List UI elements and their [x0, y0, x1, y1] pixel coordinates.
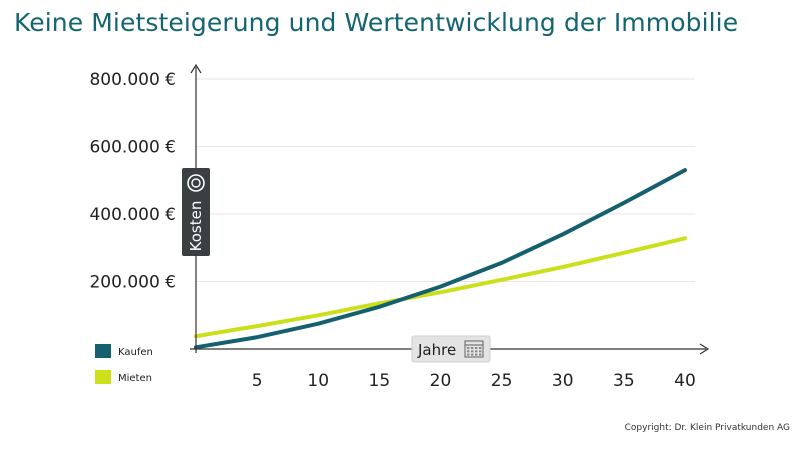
calendar-icon — [464, 340, 484, 358]
x-tick-label: 35 — [613, 371, 635, 391]
x-axis-arrow — [699, 343, 710, 355]
legend-swatch — [95, 344, 111, 358]
legend: Kaufen Mieten — [95, 344, 153, 384]
x-axis-badge-bg — [411, 335, 491, 363]
x-tick-label: 10 — [307, 371, 329, 391]
x-tick-label: 5 — [252, 371, 263, 391]
grid-lines — [196, 78, 695, 282]
series-layer — [194, 168, 687, 350]
axes — [190, 63, 710, 355]
y-axis-badge: Kosten — [182, 168, 210, 256]
y-tick-label: 800.000 € — [89, 70, 176, 90]
x-ticks: 5 10 15 20 25 30 35 40 — [252, 371, 696, 391]
coin-icon — [187, 174, 205, 192]
legend-label: Mieten — [118, 373, 152, 384]
series-line-kaufen — [194, 168, 687, 350]
y-ticks: 200.000 € 400.000 € 600.000 € 800.000 € — [89, 70, 176, 293]
x-tick-label: 30 — [552, 371, 574, 391]
legend-swatch — [95, 370, 111, 384]
y-axis-arrow — [190, 63, 202, 74]
x-tick-label: 25 — [491, 371, 513, 391]
x-axis-label: Jahre — [417, 341, 456, 359]
y-tick-label: 400.000 € — [89, 205, 176, 225]
y-axis-label: Kosten — [187, 201, 205, 252]
y-tick-label: 200.000 € — [89, 273, 176, 293]
legend-label: Kaufen — [118, 347, 153, 358]
x-tick-label: 20 — [430, 371, 452, 391]
copyright-note: Copyright: Dr. Klein Privatkunden AG — [624, 423, 790, 433]
x-tick-label: 15 — [369, 371, 391, 391]
x-axis-badge: Jahre — [411, 335, 491, 363]
x-tick-label: 40 — [674, 371, 696, 391]
chart-title: Keine Mietsteigerung und Wertentwicklung… — [14, 8, 739, 37]
y-tick-label: 600.000 € — [89, 138, 176, 158]
series-line-mieten — [194, 236, 687, 339]
y-axis-badge-bg — [182, 168, 210, 256]
